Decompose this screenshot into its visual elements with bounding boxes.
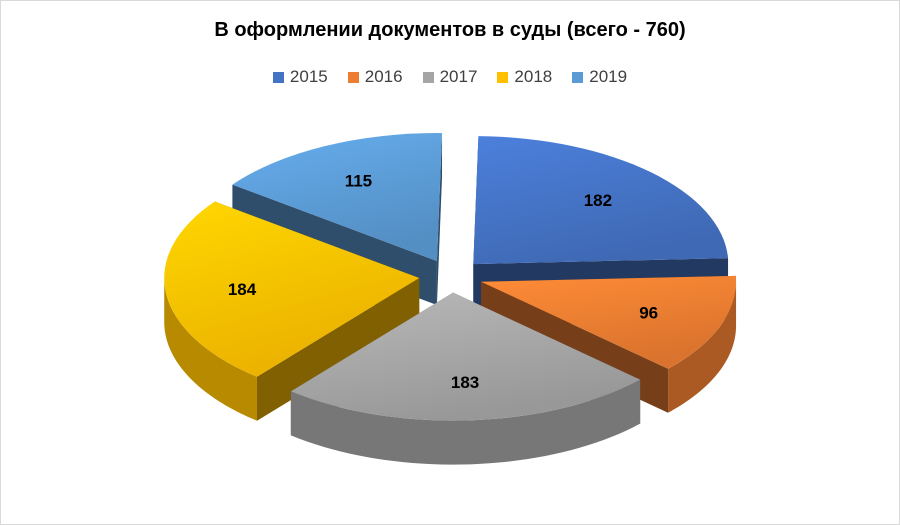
legend-label-2019: 2019	[589, 67, 628, 86]
slice-rim	[164, 278, 257, 421]
slice-2016	[481, 275, 737, 369]
legend-item-2018: 2018	[497, 67, 552, 87]
slice-2019	[232, 133, 443, 262]
legend-item-2016: 2016	[347, 67, 403, 87]
legend-item-2015: 2015	[272, 67, 328, 87]
legend-swatch-2017	[422, 71, 434, 83]
slice-2017	[290, 292, 641, 421]
legend: 2015 2016 2017 2018 2019	[1, 67, 899, 87]
slice-face	[436, 133, 443, 306]
slice-face	[256, 278, 420, 421]
chart-title: В оформлении документов в суды (всего - …	[214, 19, 686, 41]
legend-label-2017: 2017	[439, 67, 478, 86]
data-label-2016: 96	[639, 303, 658, 322]
legend-item-2019: 2019	[572, 67, 627, 87]
legend-label-2016: 2016	[364, 67, 403, 86]
slice-rim	[290, 379, 641, 465]
legend-item-2017: 2017	[422, 67, 478, 87]
legend-swatch-2016	[347, 71, 359, 83]
slice-2018	[164, 201, 420, 377]
data-label-2015: 182	[584, 191, 612, 210]
data-label-2018: 184	[228, 280, 257, 299]
legend-label-2015: 2015	[289, 67, 328, 86]
legend-swatch-2019	[572, 71, 584, 83]
pie-tops	[164, 133, 737, 421]
pie-labels: 182 96 183 184 115	[228, 172, 658, 392]
data-label-2017: 183	[451, 373, 479, 392]
legend-swatch-2015	[272, 71, 284, 83]
legend-label-2018: 2018	[514, 67, 553, 86]
data-label-2019: 115	[345, 172, 372, 191]
slice-rim	[668, 281, 737, 413]
slice-2015	[473, 136, 729, 265]
legend-swatch-2018	[497, 71, 509, 83]
